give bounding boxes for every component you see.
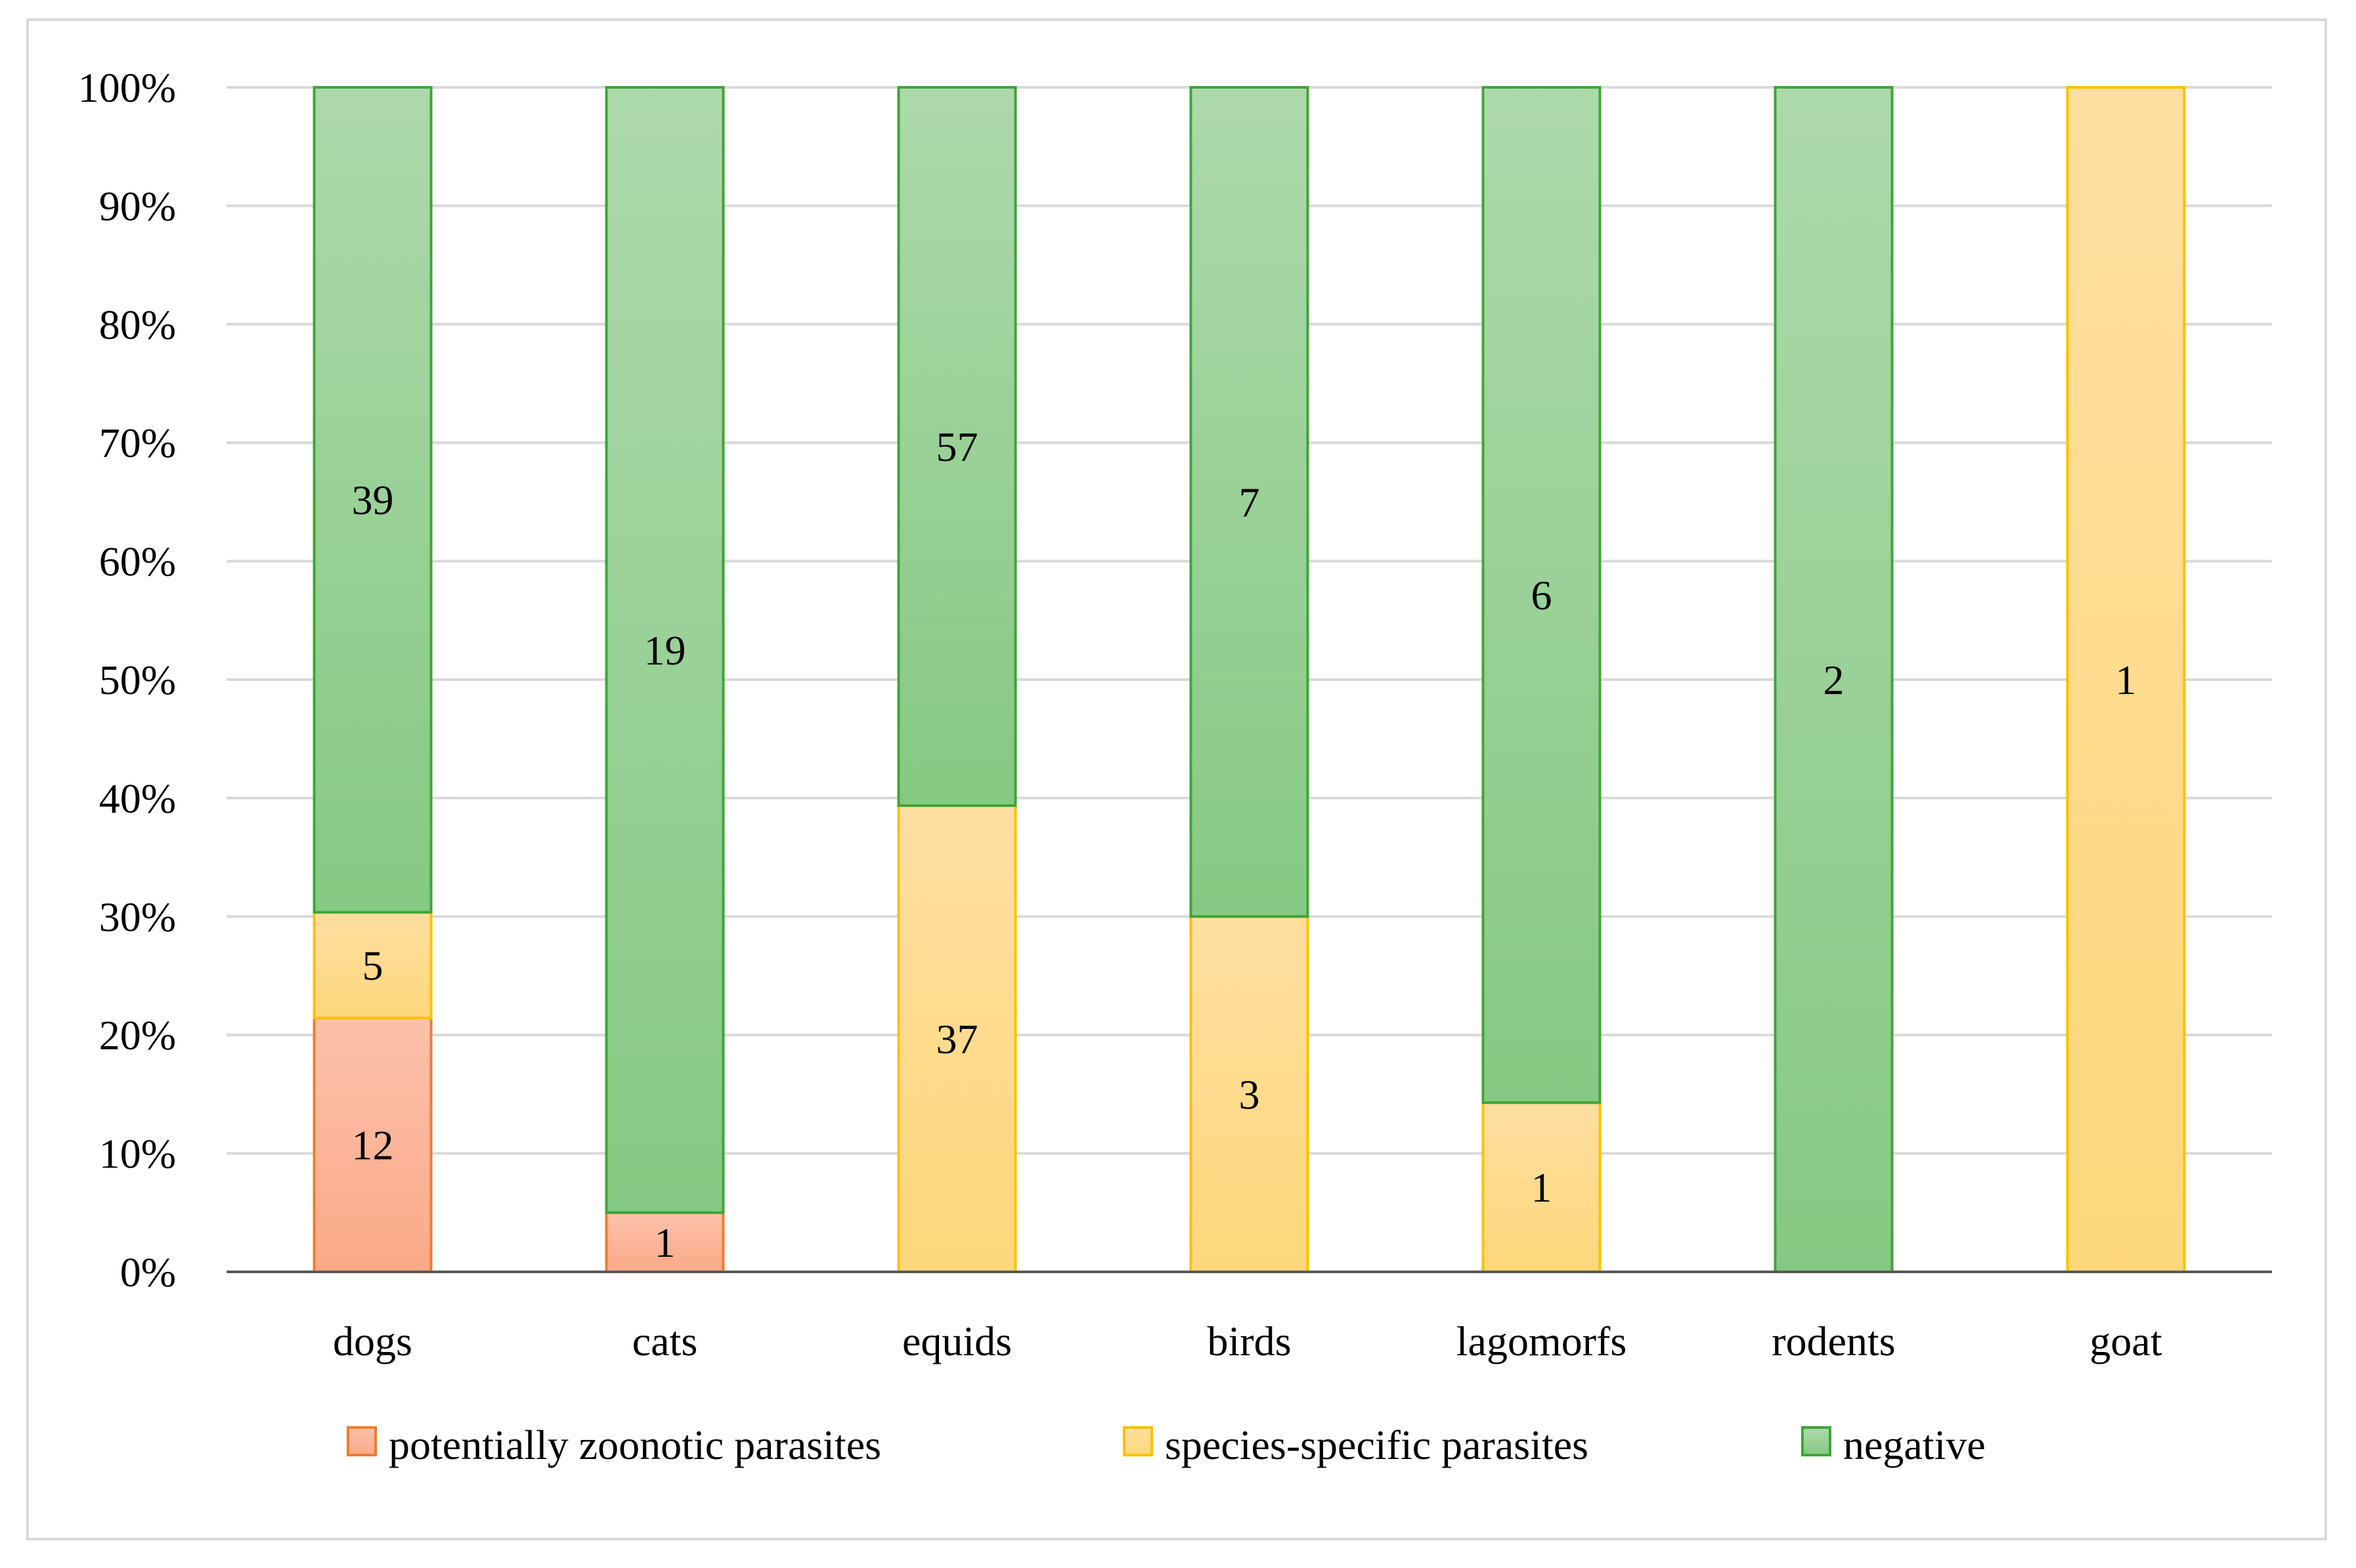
data-label-birds-negative: 7: [1239, 479, 1260, 525]
bar-lagomorfs-negative: [1481, 86, 1602, 1104]
bar-cats-negative: [605, 86, 725, 1214]
bar-group-rodents: 2: [1774, 86, 1894, 1273]
data-label-dogs-negative: 39: [352, 477, 394, 523]
data-label-cats-negative: 19: [644, 627, 686, 674]
data-label-birds-specific: 3: [1239, 1071, 1260, 1118]
y-tick-label: 70%: [99, 420, 176, 466]
x-tick-label-equids: equids: [902, 1318, 1012, 1364]
data-label-dogs-zoonotic: 12: [352, 1122, 394, 1169]
bar-birds-negative: [1189, 86, 1309, 918]
legend-swatch-specific: [1123, 1426, 1153, 1456]
legend: potentially zoonotic parasites species-sp…: [347, 1422, 1986, 1468]
x-tick-label-dogs: dogs: [333, 1318, 412, 1364]
x-tick-label-rodents: rodents: [1772, 1318, 1895, 1364]
bar-dogs-specific: [313, 911, 433, 1020]
legend-swatch-zoonotic: [347, 1426, 377, 1456]
y-tick-label: 40%: [99, 775, 176, 821]
y-tick-label: 0%: [120, 1249, 176, 1296]
data-label-cats-zoonotic: 1: [655, 1219, 676, 1266]
legend-label-specific: species-specific parasites: [1165, 1422, 1588, 1468]
stacked-bar-chart: 0%10%20%30%40%50%60%70%80%90%100% 125391…: [78, 64, 2272, 1468]
data-label-equids-specific: 37: [936, 1016, 978, 1062]
bar-lagomorfs-specific: [1481, 1101, 1602, 1274]
data-label-lagomorfs-negative: 6: [1531, 572, 1552, 619]
y-tick-label: 30%: [99, 894, 176, 940]
x-tick-label-birds: birds: [1208, 1318, 1292, 1364]
x-tick-label-goat: goat: [2089, 1318, 2162, 1364]
y-tick-label: 50%: [99, 657, 176, 703]
x-axis-labels: dogs cats equids birds lagomorfs rodents goat: [333, 1318, 2162, 1364]
bar-dogs-negative: [313, 86, 433, 914]
data-label-dogs-specific: 5: [362, 942, 383, 989]
legend-item-specific: species-specific parasites: [1123, 1422, 1588, 1468]
bar-equids-negative: [897, 86, 1017, 807]
y-tick-label: 20%: [99, 1012, 176, 1058]
legend-label-zoonotic: potentially zoonotic parasites: [389, 1422, 881, 1468]
chart-frame: 0% 10% 20% 30% 40% 50% 60% 70% 80% 90% 100% 12 5 39 1…: [26, 18, 2327, 1540]
data-label-equids-negative: 57: [936, 424, 978, 470]
y-tick-label: 60%: [99, 538, 176, 585]
y-tick-label: 90%: [99, 183, 176, 229]
bar-group-goat: 1: [2066, 86, 2186, 1273]
bar-goat-specific: [2066, 86, 2186, 1273]
y-axis-ticks: 0% 10% 20% 30% 40% 50% 60% 70% 80% 90% 100%: [78, 64, 176, 1296]
bar-group-birds: 37: [1189, 86, 1309, 1274]
bar-group-dogs: 12 5 39: [313, 86, 433, 1274]
legend-item-negative: negative: [1801, 1422, 1986, 1468]
data-label-goat-specific: 1: [2116, 657, 2137, 703]
y-tick-label: 100%: [78, 64, 176, 111]
legend-swatch-negative: [1801, 1426, 1831, 1456]
data-label-lagomorfs-specific: 1: [1531, 1164, 1552, 1211]
bar-cats-zoonotic: [605, 1211, 725, 1274]
legend-item-zoonotic: potentially zoonotic parasites: [347, 1422, 881, 1468]
bar-group-lagomorfs: 16: [1481, 86, 1602, 1274]
x-tick-label-cats: cats: [632, 1318, 698, 1364]
legend-label-negative: negative: [1843, 1422, 1986, 1468]
bar-group-cats: 1 19: [605, 86, 725, 1274]
x-tick-label-lagomorfs: lagomorfs: [1456, 1318, 1627, 1364]
y-tick-label: 10%: [99, 1131, 176, 1177]
bar-group-equids: 37 57: [897, 86, 1017, 1273]
y-tick-label: 80%: [99, 301, 176, 348]
data-label-rodents-negative: 2: [1823, 657, 1844, 703]
bar-birds-specific: [1189, 915, 1309, 1274]
